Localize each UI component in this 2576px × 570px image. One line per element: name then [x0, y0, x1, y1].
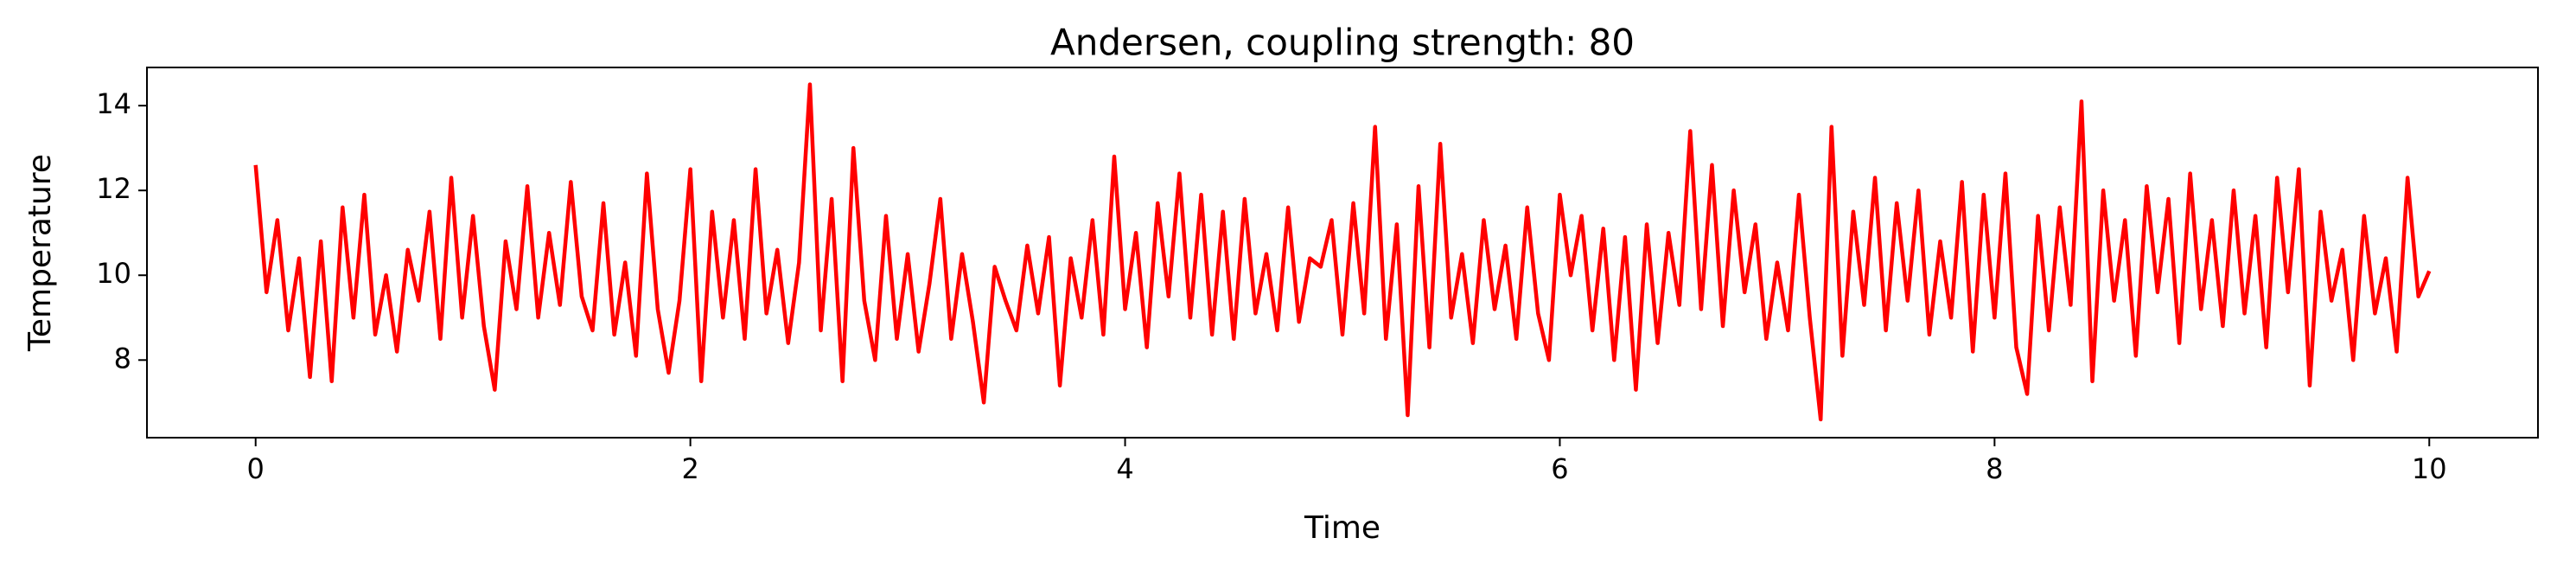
y-tick-label: 8	[114, 342, 131, 375]
x-tick-label: 8	[1986, 452, 2003, 485]
chart-title: Andersen, coupling strength: 80	[1050, 22, 1635, 64]
x-axis-label: Time	[1304, 510, 1380, 546]
y-axis-label: Temperature	[22, 154, 58, 352]
y-tick-label: 14	[96, 87, 131, 120]
line-series	[253, 82, 2432, 422]
x-tick-label: 0	[247, 452, 265, 485]
x-tick-label: 6	[1551, 452, 1568, 485]
y-tick-label: 10	[96, 257, 131, 290]
x-tick-label: 4	[1116, 452, 1133, 485]
x-tick-label: 2	[681, 452, 698, 485]
plot-frame	[146, 67, 2539, 439]
y-tick-label: 12	[96, 172, 131, 205]
x-tick-label: 10	[2412, 452, 2447, 485]
